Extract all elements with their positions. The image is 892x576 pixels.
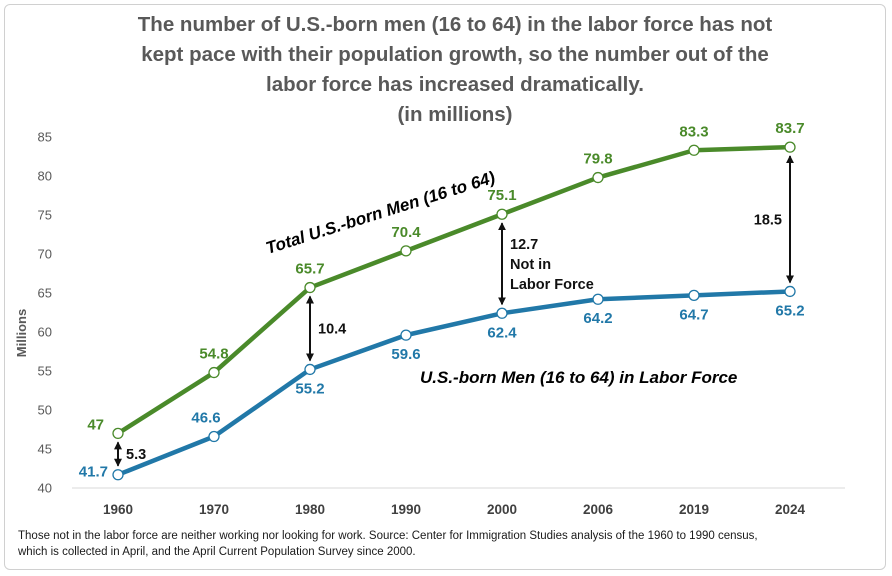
- chart-frame: [4, 4, 886, 570]
- y-tick-label: 75: [38, 208, 52, 223]
- source-note-line-2: which is collected in April, and the Apr…: [18, 546, 416, 558]
- y-tick-label: 40: [38, 481, 52, 496]
- data-label-labor-force: 65.2: [775, 302, 804, 319]
- data-labels: 47 54.8 65.7 70.4 75.1 79.8 83.3 83.7 41.7 46.6 55…: [79, 120, 805, 481]
- data-label-total: 83.7: [775, 120, 804, 137]
- data-point: [688, 144, 700, 156]
- x-tick-label: 1970: [199, 502, 229, 517]
- chart-title-line-3: labor force has increased dramatically.: [266, 73, 644, 96]
- source-note: Those not in the labor force are neither…: [18, 528, 868, 560]
- y-tick-label: 65: [38, 286, 52, 301]
- chart-title-line-2: kept pace with their population growth, …: [141, 43, 769, 66]
- y-tick-label: 45: [38, 442, 52, 457]
- data-point: [304, 281, 316, 294]
- data-point: [592, 171, 604, 184]
- data-point: [400, 245, 412, 257]
- y-tick-label: 55: [38, 364, 52, 379]
- chart-title-line-1: The number of U.S.-born men (16 to 64) i…: [137, 13, 773, 36]
- gap-label: Not in: [510, 257, 551, 273]
- y-tick-label: 85: [38, 130, 52, 145]
- data-point: [112, 469, 124, 481]
- data-label-labor-force: 46.6: [191, 410, 220, 427]
- gap-annotations: 5.3 10.4 12.7 Not in Labor Force 18.5: [114, 155, 794, 467]
- data-label-total: 79.8: [583, 151, 612, 168]
- series-line-0: [115, 144, 793, 436]
- data-point: [304, 363, 316, 376]
- gap-label: 5.3: [126, 447, 146, 463]
- data-label-labor-force: 62.4: [487, 324, 517, 341]
- data-point: [496, 208, 508, 220]
- data-label-total: 65.7: [295, 261, 324, 278]
- series-name-labor-force: U.S.-born Men (16 to 64) in Labor Force: [420, 368, 737, 387]
- x-tick-label: 2006: [583, 502, 614, 517]
- y-tick-label: 50: [38, 403, 52, 418]
- data-label-labor-force: 55.2: [295, 380, 324, 397]
- data-label-labor-force: 59.6: [391, 346, 420, 363]
- gap-label: Labor Force: [510, 277, 594, 293]
- data-point: [592, 293, 604, 305]
- data-label-total: 75.1: [487, 187, 516, 204]
- x-tick-label: 2024: [775, 502, 806, 517]
- data-label-labor-force: 41.7: [79, 464, 108, 481]
- y-tick-label: 70: [38, 247, 52, 262]
- gap-label: 18.5: [754, 212, 782, 228]
- x-tick-label: 2000: [487, 502, 517, 517]
- y-axis-label: Millions: [14, 309, 29, 357]
- gap-label: 10.4: [318, 321, 346, 337]
- x-tick-label: 1980: [295, 502, 325, 517]
- x-tick-label: 1960: [103, 502, 133, 517]
- data-point: [112, 427, 124, 440]
- data-point: [208, 430, 220, 443]
- data-point: [688, 289, 700, 301]
- source-note-line-1: Those not in the labor force are neither…: [18, 530, 758, 542]
- data-point: [784, 141, 796, 153]
- data-label-total: 83.3: [679, 123, 708, 140]
- series-name-total: Total U.S.-born Men (16 to 64): [263, 168, 497, 258]
- series-line-1: [115, 289, 793, 477]
- y-tick-labels: 40 45 50 55 60 65 70 75 80 85: [38, 130, 52, 496]
- x-tick-labels: 1960 1970 1980 1990 2000 2006 2019 2024: [103, 502, 806, 517]
- data-label-labor-force: 64.2: [583, 310, 612, 327]
- y-tick-label: 80: [38, 169, 52, 184]
- data-point: [496, 307, 508, 319]
- chart-title-line-4: (in millions): [397, 103, 513, 126]
- gap-label: 12.7: [510, 237, 538, 253]
- data-point: [208, 366, 220, 379]
- y-tick-label: 60: [38, 325, 52, 340]
- data-label-total: 47: [87, 416, 104, 433]
- data-point: [400, 329, 412, 341]
- x-tick-label: 1990: [391, 502, 421, 517]
- data-label-labor-force: 64.7: [679, 306, 708, 323]
- data-label-total: 70.4: [391, 224, 421, 241]
- x-tick-label: 2019: [679, 502, 709, 517]
- chart-title: The number of U.S.-born men (16 to 64) i…: [60, 10, 850, 130]
- data-point: [784, 285, 796, 298]
- series-group: [112, 141, 796, 481]
- data-label-total: 54.8: [199, 346, 228, 363]
